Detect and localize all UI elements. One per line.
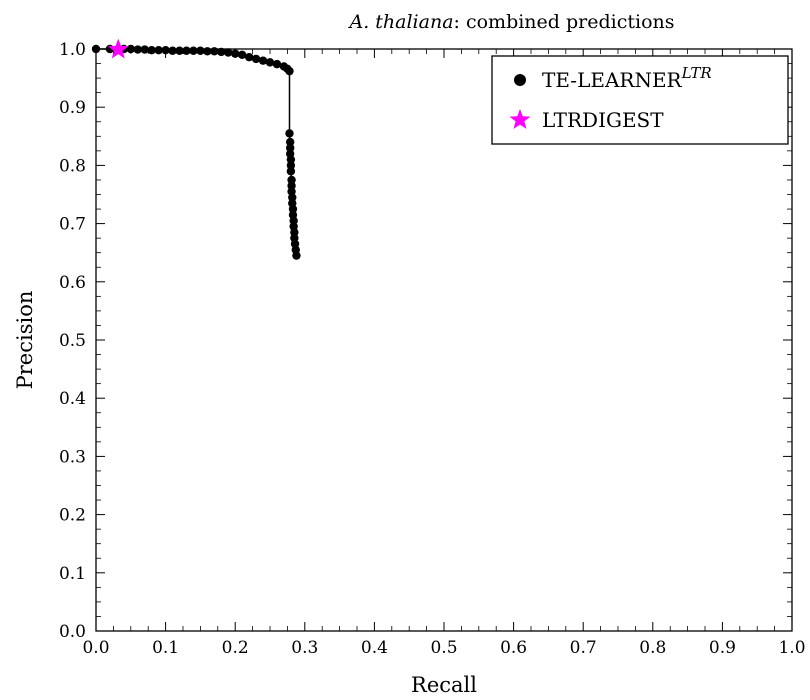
x-tick-label: 0.8 bbox=[639, 638, 666, 658]
data-point bbox=[287, 181, 296, 190]
data-point bbox=[285, 129, 294, 138]
data-point bbox=[189, 46, 198, 55]
data-point bbox=[288, 204, 298, 214]
legend-entry-superscript: LTR bbox=[681, 64, 712, 82]
data-point bbox=[196, 46, 205, 55]
y-tick-label: 0.5 bbox=[59, 331, 86, 351]
chart-title-italic: A. thaliana bbox=[347, 11, 453, 33]
data-point bbox=[224, 48, 233, 57]
star-point bbox=[107, 38, 129, 59]
x-tick-label: 0.1 bbox=[152, 638, 179, 658]
x-tick-label: 0.7 bbox=[570, 638, 597, 658]
axis-ticks: 0.0 0.1 0.2 0.3 0.4 0.5 0.6 0.7 0.8 0.9 1.0 0.0 0.1 0… bbox=[59, 40, 806, 658]
data-point bbox=[290, 228, 299, 237]
legend-marker-circle bbox=[514, 74, 526, 86]
data-point bbox=[251, 54, 261, 64]
data-point bbox=[286, 167, 296, 176]
x-tick-label: 0.0 bbox=[82, 638, 109, 658]
data-point bbox=[210, 47, 219, 56]
data-point bbox=[265, 58, 275, 67]
y-tick-label: 0.1 bbox=[59, 564, 86, 584]
data-point bbox=[285, 66, 294, 76]
x-axis-label: Recall bbox=[411, 673, 477, 697]
x-tick-label: 1.0 bbox=[778, 638, 805, 658]
data-point bbox=[286, 155, 296, 164]
data-point bbox=[182, 46, 191, 55]
data-point bbox=[288, 193, 297, 202]
data-point bbox=[231, 49, 240, 58]
data-point bbox=[168, 46, 177, 55]
data-point bbox=[292, 251, 301, 260]
data-point bbox=[140, 45, 149, 54]
x-tick-label: 0.4 bbox=[361, 638, 388, 658]
chart-title: A. thaliana: combined predictions bbox=[347, 11, 674, 33]
data-point bbox=[244, 52, 254, 62]
data-point bbox=[91, 44, 101, 54]
y-tick-label: 0.3 bbox=[59, 447, 86, 467]
y-tick-label: 0.4 bbox=[59, 389, 86, 409]
data-point bbox=[237, 50, 247, 60]
data-point bbox=[161, 45, 170, 55]
x-tick-label: 0.5 bbox=[430, 638, 457, 658]
data-marks bbox=[91, 38, 301, 260]
data-point bbox=[272, 59, 282, 69]
chart-title-rest: : combined predictions bbox=[454, 11, 675, 33]
x-tick-label: 0.6 bbox=[500, 638, 527, 658]
y-tick-label: 0.9 bbox=[59, 98, 86, 118]
data-point bbox=[154, 45, 163, 55]
legend-marker-star bbox=[509, 109, 531, 129]
legend-entry-label: LTRDIGEST bbox=[542, 108, 664, 132]
data-point bbox=[286, 161, 296, 170]
legend-box bbox=[491, 55, 789, 145]
series-line bbox=[96, 48, 298, 256]
y-tick-label: 0.2 bbox=[59, 506, 86, 526]
data-point bbox=[133, 45, 142, 54]
data-point bbox=[203, 47, 212, 56]
y-tick-label: 0.0 bbox=[59, 622, 86, 642]
y-tick-label: 0.7 bbox=[59, 215, 86, 235]
data-point bbox=[287, 175, 296, 185]
x-tick-label: 0.3 bbox=[291, 638, 318, 658]
data-point bbox=[147, 45, 156, 55]
x-tick-label: 0.2 bbox=[222, 638, 249, 658]
y-axis-label: Precision bbox=[13, 291, 37, 390]
data-point bbox=[285, 137, 295, 147]
data-point bbox=[217, 47, 226, 57]
y-tick-label: 1.0 bbox=[59, 40, 86, 60]
x-tick-label: 0.9 bbox=[709, 638, 736, 658]
y-tick-label: 0.8 bbox=[59, 156, 86, 176]
data-point bbox=[175, 46, 184, 55]
data-point bbox=[289, 216, 298, 225]
data-point bbox=[258, 56, 268, 65]
data-point bbox=[285, 143, 295, 153]
y-tick-label: 0.6 bbox=[59, 273, 86, 293]
data-point bbox=[126, 44, 135, 54]
